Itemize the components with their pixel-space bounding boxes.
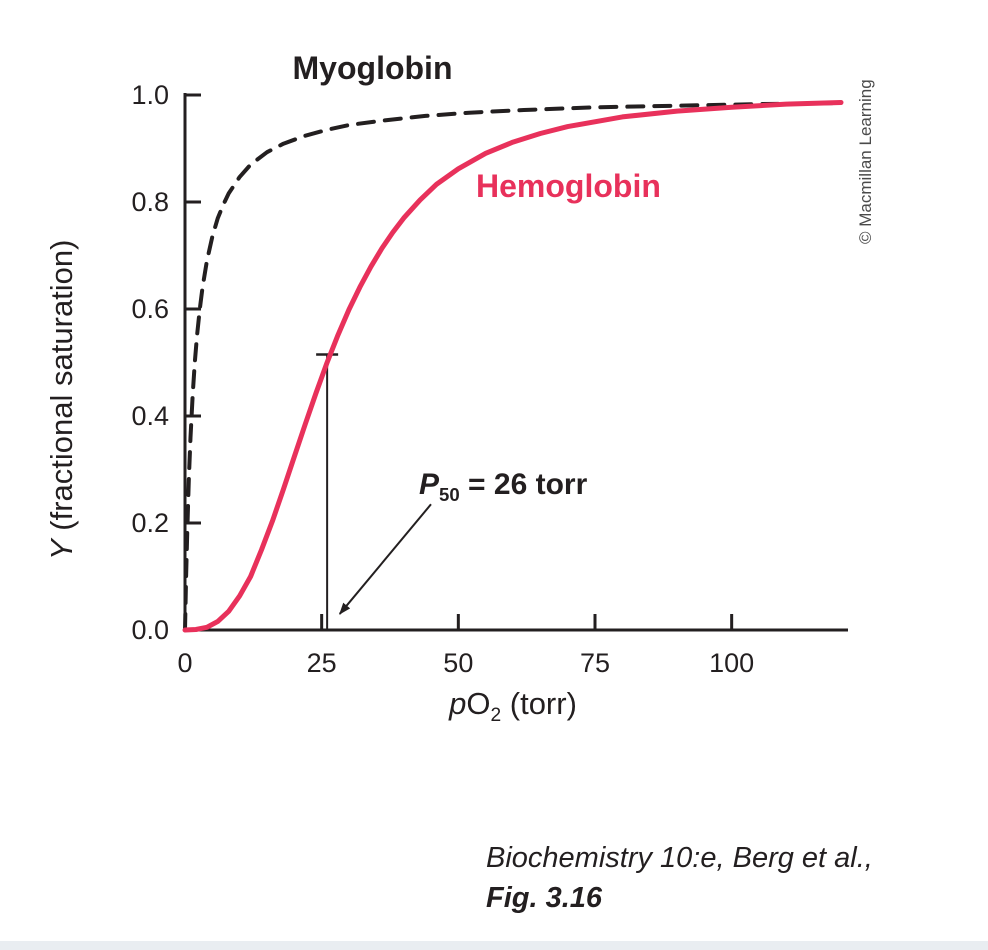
p50-annotation-label: P50 = 26 torr [419, 468, 588, 505]
x-tick-label: 0 [177, 648, 192, 678]
p50-arrow [338, 503, 432, 615]
x-axis-o: O [466, 686, 491, 721]
binding-curve-plot: 0.0 0.2 0.4 0.6 0.8 1.0 0 25 50 75 100 [131, 80, 848, 678]
hemoglobin-curve-label: Hemoglobin [476, 168, 661, 204]
p50-value: = 26 torr [459, 468, 588, 501]
y-tick-label: 1.0 [131, 80, 169, 110]
y-tick-label: 0.0 [131, 615, 169, 645]
hemoglobin-curve [182, 100, 844, 633]
publisher-credit: © Macmillan Learning [856, 79, 875, 244]
x-axis-symbol: p [449, 686, 467, 721]
y-tick-label: 0.2 [131, 508, 169, 538]
x-axis-title: pO2 (torr) [185, 686, 841, 725]
caption-source: Biochemistry 10:e, Berg et al., [486, 842, 873, 874]
myoglobin-curve [183, 101, 843, 632]
caption-figure-number: Fig. 3.16 [486, 882, 603, 915]
myoglobin-curve-label: Myoglobin [292, 50, 453, 86]
page-edge [0, 941, 988, 950]
p50-symbol: P [419, 468, 440, 501]
y-axis-symbol: Y [44, 539, 79, 560]
y-tick-label: 0.4 [131, 401, 169, 431]
x-tick-label: 75 [580, 648, 610, 678]
figure-caption: Biochemistry 10:e, Berg et al., Fig. 3.1… [486, 838, 873, 918]
y-tick-label: 0.6 [131, 294, 169, 324]
x-tick-label: 100 [709, 648, 754, 678]
x-axis-text: (torr) [501, 686, 577, 721]
p50-subscript: 50 [439, 484, 460, 505]
x-tick-label: 25 [307, 648, 337, 678]
x-tick-label: 50 [443, 648, 473, 678]
x-axis-subscript: 2 [490, 705, 502, 727]
y-axis-text: (fractional saturation) [44, 239, 79, 540]
y-tick-label: 0.8 [131, 187, 169, 217]
y-axis-title: Y (fractional saturation) [44, 240, 80, 561]
